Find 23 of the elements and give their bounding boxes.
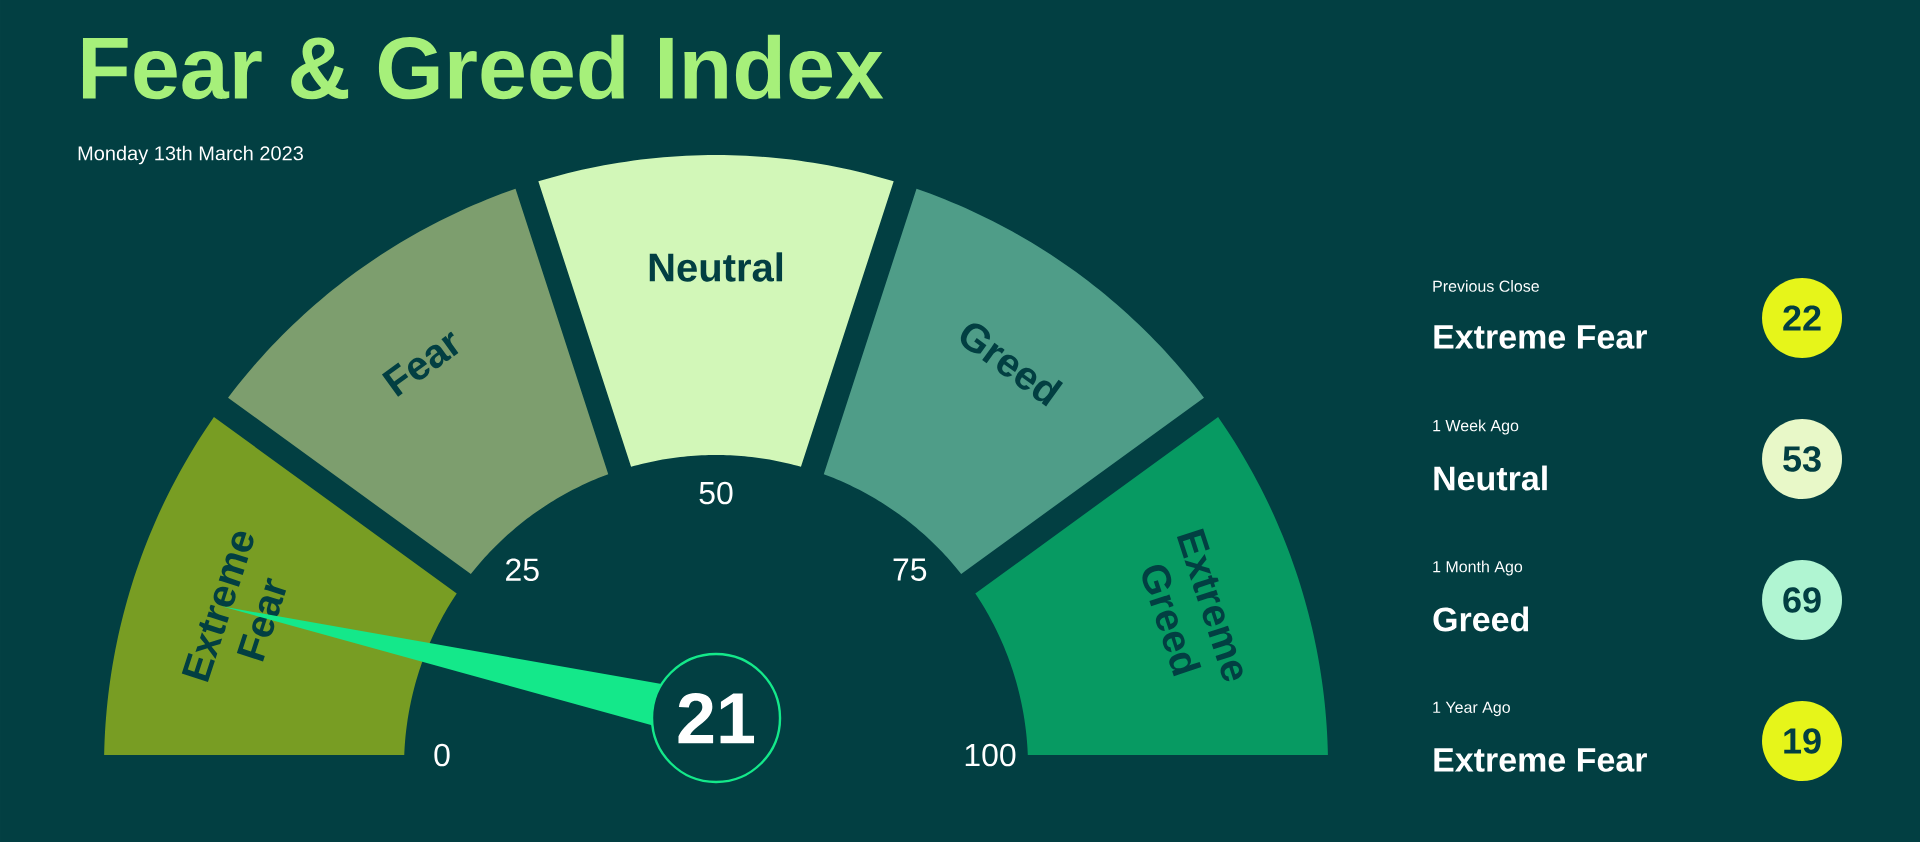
text: 25 [506,558,539,582]
category-label: 1 Month Ago [1433,560,1523,576]
slice-label: Extreme Greed [1142,528,1243,682]
text: Extreme Fear [1434,748,1647,772]
text: 50 [699,481,733,505]
text: Greed [1433,606,1529,632]
chart-subtitle: Monday 13th March 2023 [78,145,303,165]
text: 69 [1783,587,1821,613]
slice-label: Fear [381,331,459,397]
text: 21 [678,692,755,744]
chart-title: Fear & Greed Index [82,34,884,100]
category-label: 1 Year Ago [1433,701,1510,717]
text: Neutral [1434,465,1547,491]
text: 75 [893,558,927,581]
text: 53 [1783,446,1821,472]
text: 0 [434,743,450,767]
slice-label: Neutral [649,252,783,282]
category-label: 1 Week Ago [1433,419,1519,435]
category-label: Previous Close [1433,280,1539,292]
text: Extreme Fear [1434,325,1647,349]
text: 100 [965,743,1016,767]
text: 22 [1783,305,1821,331]
text: 19 [1784,728,1821,754]
